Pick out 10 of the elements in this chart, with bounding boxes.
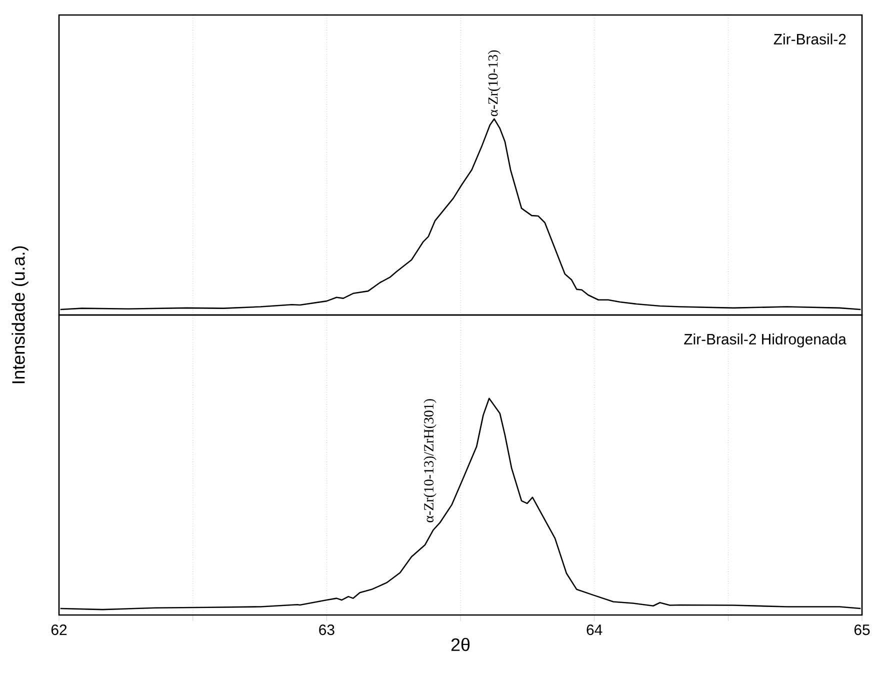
x-tick-label: 64 [586,624,602,636]
annotation: α-Zr(10-13)/ZrH(301) [424,399,436,522]
x-tick-label: 62 [51,624,67,636]
text: Zir-Brasil-2 Hidrogenada [684,334,846,348]
y-axis-title: Intensidade (u.a.) [12,246,28,384]
x-tick-label: 63 [319,624,334,636]
x-tick-label: 65 [854,624,870,636]
x-axis-title: 2θ [451,638,470,652]
annotation: α-Zr(10-13) [488,50,501,116]
text: Zir-Brasil-2 [774,34,846,44]
